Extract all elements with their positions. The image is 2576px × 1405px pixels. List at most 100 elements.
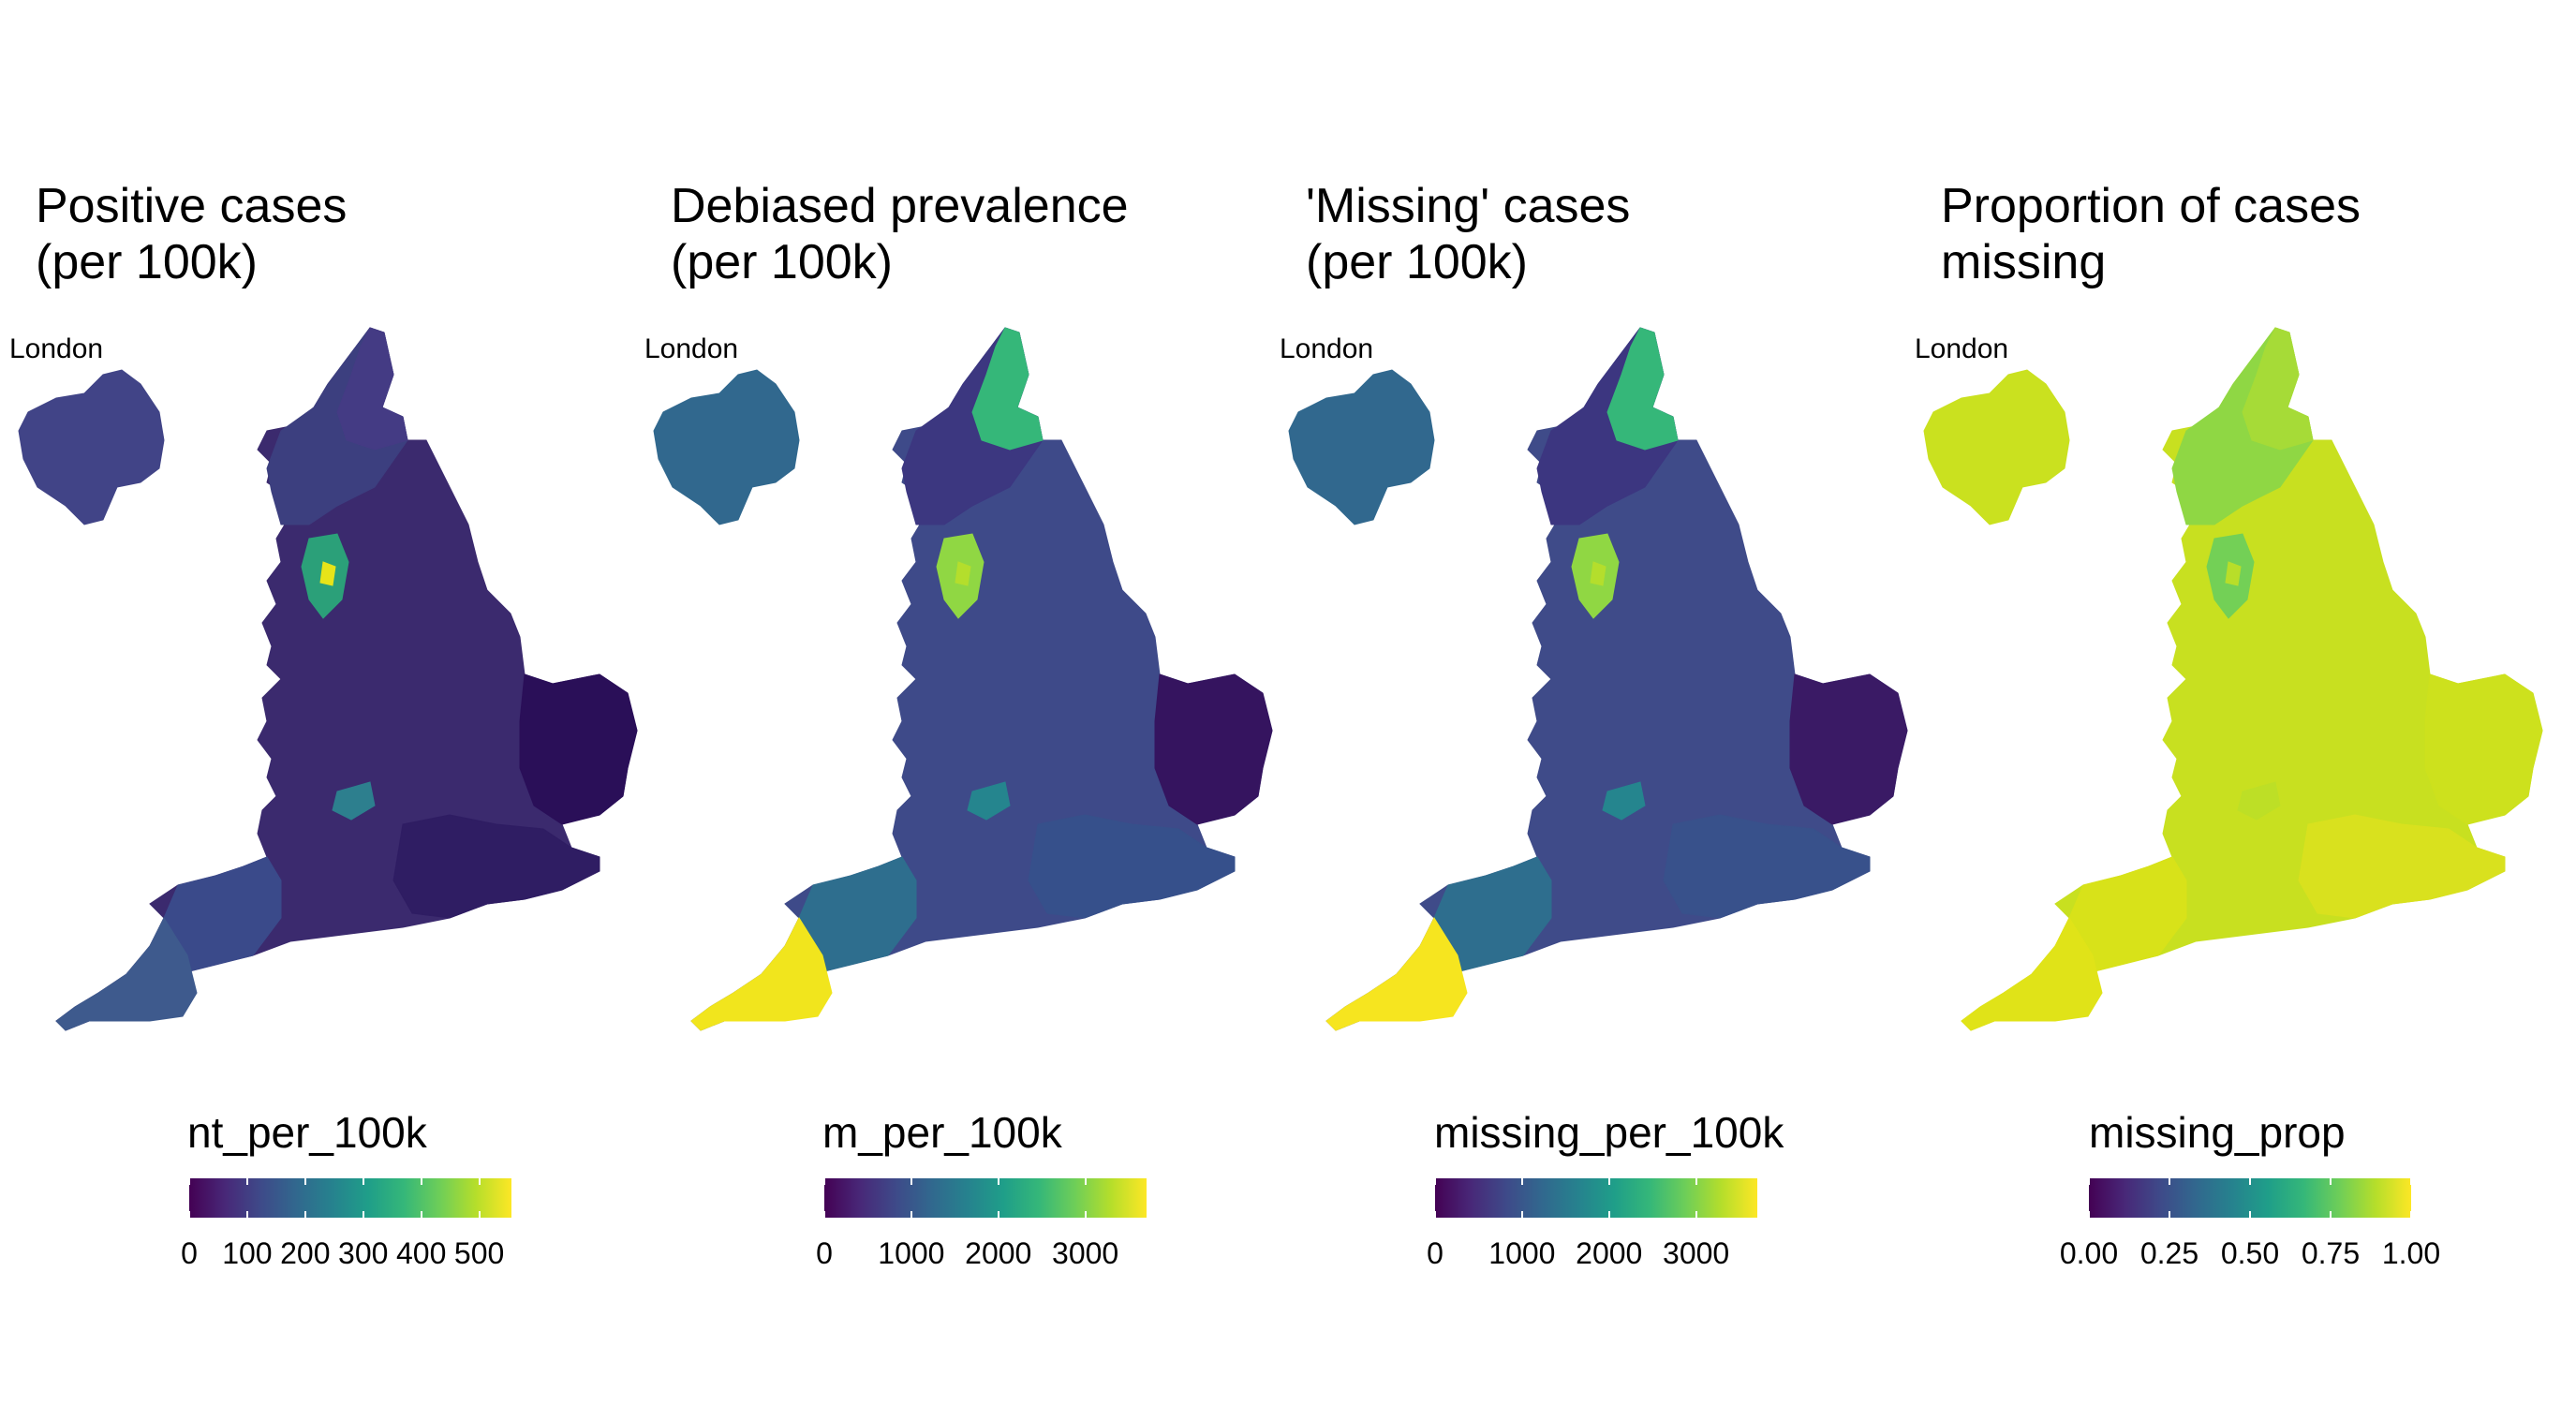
choropleth-map	[1923, 327, 2543, 1031]
map-region-cornwall	[1961, 916, 2103, 1031]
legend-tick-mark	[2169, 1211, 2170, 1218]
panel-proportion-missing: Proportion of cases missing London missi…	[1905, 0, 2543, 1405]
legend-tick-mark	[1084, 1211, 1087, 1218]
legend-tick-mark	[997, 1211, 999, 1218]
legend-tick-mark	[2330, 1211, 2332, 1218]
legend-tick-mark	[362, 1178, 364, 1185]
london-inset-label: London	[1915, 333, 2009, 364]
legend-tick-mark	[1695, 1211, 1697, 1218]
legend-title: nt_per_100k	[187, 1108, 427, 1157]
map-region-northeast	[2242, 327, 2314, 451]
map-region-hotspot-b	[2225, 561, 2242, 586]
legend-tick-label: 200	[280, 1236, 331, 1270]
legend-tick-mark	[420, 1211, 422, 1218]
panel-positive-cases: Positive cases (per 100k) London nt_per_…	[0, 0, 638, 1405]
map-region-london	[1923, 369, 2070, 525]
map-region-hotspot-c	[2237, 781, 2281, 821]
map-region-southeast	[1028, 814, 1236, 919]
legend-tick-label: 0	[816, 1236, 833, 1270]
legend-tick-mark	[2088, 1178, 2090, 1185]
legend-tick-label: 0.00	[2059, 1236, 2119, 1270]
london-inset-label: London	[9, 333, 104, 364]
london-inset-label: London	[644, 333, 739, 364]
map-region-london	[653, 369, 800, 525]
legend-tick-mark	[910, 1211, 912, 1218]
legend-tick-label: 3000	[1663, 1236, 1730, 1270]
legend-tick-label: 1.00	[2381, 1236, 2441, 1270]
panel-title: 'Missing' cases (per 100k)	[1306, 179, 1631, 289]
legend-tick-mark	[910, 1178, 912, 1185]
legend-tick-mark	[823, 1211, 825, 1218]
legend-colorbar	[1435, 1178, 1757, 1218]
legend-tick-label: 1000	[878, 1236, 945, 1270]
panel-title: Proportion of cases missing	[1941, 179, 2361, 289]
legend-tick-label: 500	[453, 1236, 505, 1270]
legend-tick-mark	[245, 1211, 248, 1218]
legend-tick-mark	[997, 1178, 999, 1185]
legend-tick-mark	[2410, 1178, 2412, 1185]
legend-tick-label: 400	[395, 1236, 447, 1270]
legend-colorbar	[189, 1178, 511, 1218]
map-region-northeast	[971, 327, 1044, 451]
map-region-cornwall	[55, 916, 198, 1031]
map-region-cornwall	[690, 916, 833, 1031]
map-region-southeast	[1663, 814, 1871, 919]
legend-title: missing_prop	[2089, 1108, 2346, 1157]
legend-tick-label: 2000	[965, 1236, 1032, 1270]
legend-tick-mark	[478, 1178, 481, 1185]
legend-tick-label: 0	[181, 1236, 198, 1270]
legend-tick-label: 3000	[1052, 1236, 1119, 1270]
legend-tick-mark	[362, 1211, 364, 1218]
legend-tick-mark	[188, 1211, 190, 1218]
legend-tick-mark	[1434, 1211, 1436, 1218]
legend-tick-mark	[188, 1178, 190, 1185]
legend-tick-mark	[2249, 1178, 2251, 1185]
map-region-cornwall	[1325, 916, 1468, 1031]
legend-tick-label: 100	[222, 1236, 273, 1270]
map-region-east	[1154, 673, 1273, 825]
legend-tick-mark	[1695, 1178, 1697, 1185]
legend-tick-mark	[1434, 1178, 1436, 1185]
choropleth-map	[1288, 327, 1908, 1031]
map-region-hotspot-c	[332, 781, 376, 821]
london-inset-label: London	[1280, 333, 1374, 364]
legend-tick-label: 0.75	[2301, 1236, 2361, 1270]
legend-tick-mark	[1520, 1178, 1523, 1185]
map-region-east	[519, 673, 638, 825]
legend-tick-mark	[303, 1178, 306, 1185]
legend-colorbar	[824, 1178, 1147, 1218]
legend-tick-label: 2000	[1576, 1236, 1643, 1270]
map-region-southeast	[392, 814, 600, 919]
legend-tick-mark	[2088, 1211, 2090, 1218]
legend-tick-mark	[303, 1211, 306, 1218]
legend-tick-label: 0	[1427, 1236, 1443, 1270]
map-region-hotspot-b	[319, 561, 336, 586]
legend-tick-mark	[245, 1178, 248, 1185]
choropleth-map	[18, 327, 638, 1031]
legend-tick-mark	[2410, 1211, 2412, 1218]
map-region-northeast	[1606, 327, 1679, 451]
map-region-hotspot-b	[955, 561, 971, 586]
legend-tick-label: 300	[338, 1236, 389, 1270]
map-region-london	[18, 369, 165, 525]
legend-title: missing_per_100k	[1434, 1108, 1784, 1157]
legend-tick-mark	[2249, 1211, 2251, 1218]
map-region-london	[1288, 369, 1435, 525]
panel-title: Positive cases (per 100k)	[36, 179, 348, 289]
legend-title: m_per_100k	[822, 1108, 1062, 1157]
legend-tick-mark	[1607, 1211, 1610, 1218]
map-region-hotspot-c	[1602, 781, 1646, 821]
map-region-southeast	[2298, 814, 2506, 919]
legend-tick-mark	[1607, 1178, 1610, 1185]
map-region-hotspot-c	[967, 781, 1011, 821]
legend-tick-mark	[1520, 1211, 1523, 1218]
map-region-east	[2424, 673, 2543, 825]
legend-tick-label: 1000	[1488, 1236, 1556, 1270]
panel-debiased-prevalence: Debiased prevalence (per 100k) London m_…	[635, 0, 1273, 1405]
map-region-northeast	[336, 327, 408, 451]
legend-tick-mark	[2330, 1178, 2332, 1185]
legend-tick-label: 0.25	[2139, 1236, 2199, 1270]
legend-tick-mark	[420, 1178, 422, 1185]
map-region-east	[1789, 673, 1908, 825]
legend-tick-mark	[1084, 1178, 1087, 1185]
